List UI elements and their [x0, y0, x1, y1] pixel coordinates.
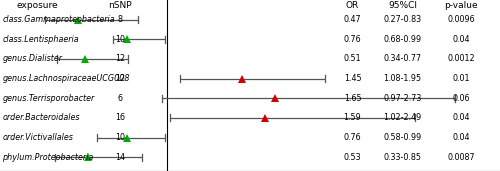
Text: genus.LachnospiraceaeUCG008: genus.LachnospiraceaeUCG008 [2, 74, 130, 83]
Text: 0.0087: 0.0087 [447, 153, 475, 162]
Text: nSNP: nSNP [108, 1, 132, 10]
Text: 0.51: 0.51 [344, 55, 361, 63]
Text: 1.45: 1.45 [344, 74, 361, 83]
Text: order.Bacteroidales: order.Bacteroidales [2, 113, 80, 122]
Text: 12: 12 [115, 55, 125, 63]
Text: 10: 10 [115, 133, 125, 142]
Text: 1.08-1.95: 1.08-1.95 [384, 74, 422, 83]
Text: 0.04: 0.04 [452, 113, 470, 122]
Text: genus.Dialister: genus.Dialister [2, 55, 62, 63]
Text: 0.68-0.99: 0.68-0.99 [384, 35, 422, 44]
Text: 0.04: 0.04 [452, 133, 470, 142]
Text: order.Victivallales: order.Victivallales [2, 133, 74, 142]
Text: class.Gammaproteobacteria: class.Gammaproteobacteria [2, 15, 115, 24]
Text: 0.0012: 0.0012 [447, 55, 475, 63]
Text: 0.0096: 0.0096 [447, 15, 475, 24]
Text: genus.Terrisporobacter: genus.Terrisporobacter [2, 94, 95, 103]
Text: 10: 10 [115, 35, 125, 44]
Text: 0.53: 0.53 [344, 153, 361, 162]
Text: 0.76: 0.76 [344, 133, 361, 142]
Text: phylum.Proteobacteria: phylum.Proteobacteria [2, 153, 94, 162]
Text: 12: 12 [115, 74, 125, 83]
Text: 0.34-0.77: 0.34-0.77 [384, 55, 422, 63]
Text: 0.47: 0.47 [344, 15, 361, 24]
Text: 0.76: 0.76 [344, 35, 361, 44]
Text: 95%CI: 95%CI [388, 1, 417, 10]
Text: 1.65: 1.65 [344, 94, 361, 103]
Text: 8: 8 [118, 15, 122, 24]
Text: 0.33-0.85: 0.33-0.85 [384, 153, 422, 162]
Text: 14: 14 [115, 153, 125, 162]
Text: p-value: p-value [444, 1, 478, 10]
Text: 0.27-0.83: 0.27-0.83 [384, 15, 422, 24]
Text: 0.04: 0.04 [452, 35, 470, 44]
Text: 6: 6 [118, 94, 122, 103]
Text: class.Lentisphaeria: class.Lentisphaeria [2, 35, 79, 44]
Text: 0.97-2.73: 0.97-2.73 [384, 94, 422, 103]
Text: 0.01: 0.01 [452, 74, 470, 83]
Text: 1.59: 1.59 [344, 113, 361, 122]
Text: 0.58-0.99: 0.58-0.99 [384, 133, 422, 142]
Text: OR: OR [346, 1, 359, 10]
Text: exposure: exposure [16, 1, 58, 10]
Text: 16: 16 [115, 113, 125, 122]
Text: 1.02-2.49: 1.02-2.49 [384, 113, 422, 122]
Text: 0.06: 0.06 [452, 94, 470, 103]
